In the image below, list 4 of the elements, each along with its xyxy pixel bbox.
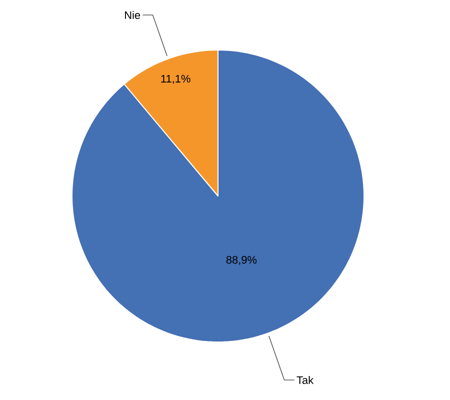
slice-label: Nie: [125, 10, 140, 20]
data-label: 88,9%: [226, 256, 257, 266]
data-label: 11,1%: [161, 74, 190, 84]
slice-label: Tak: [296, 376, 314, 384]
